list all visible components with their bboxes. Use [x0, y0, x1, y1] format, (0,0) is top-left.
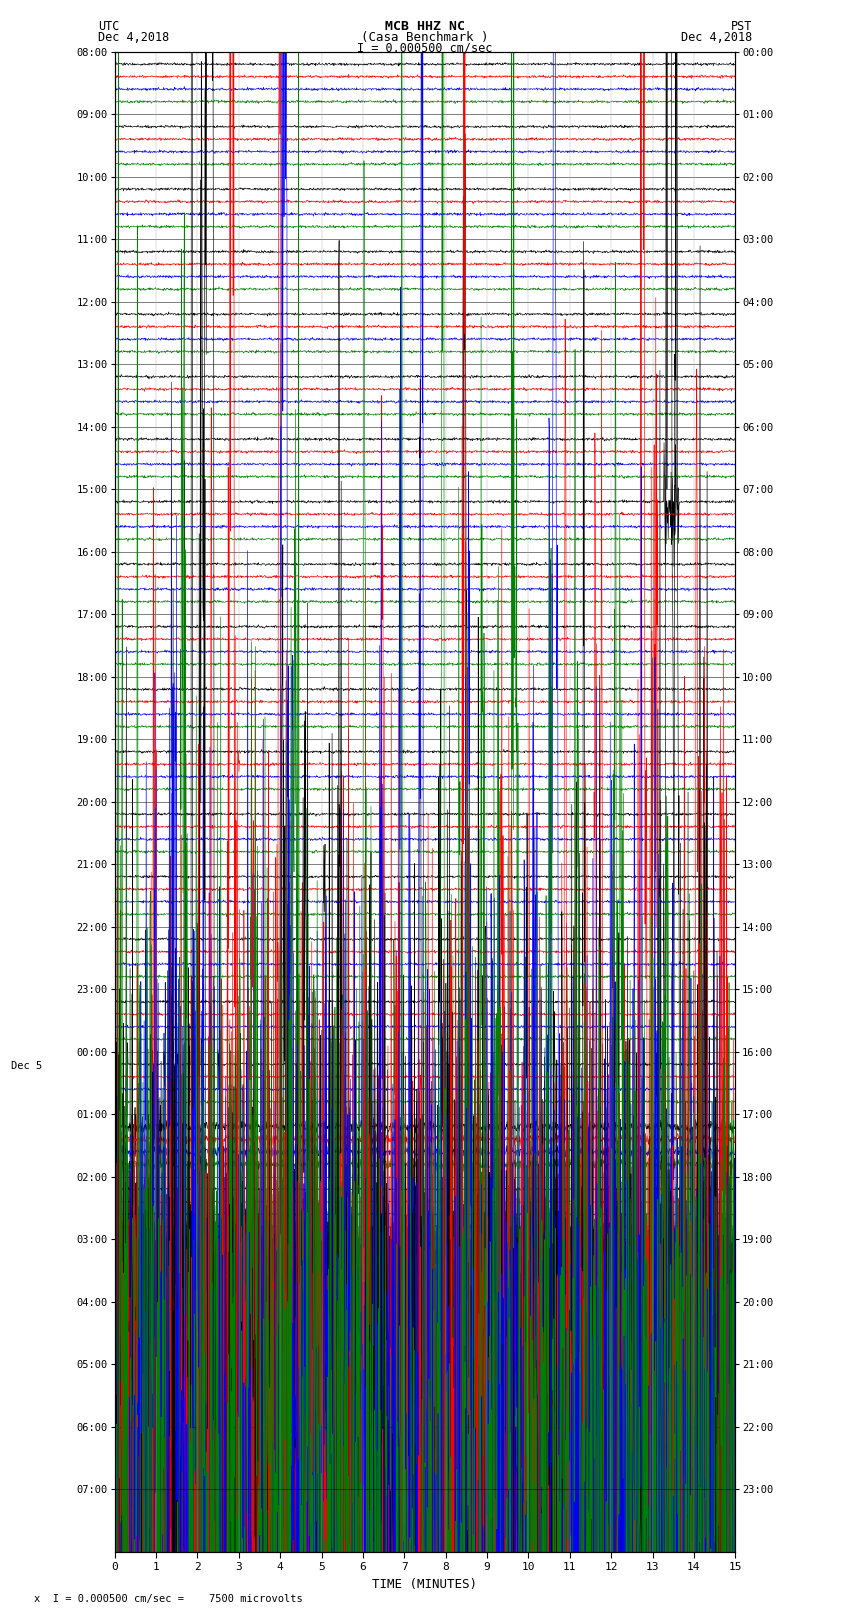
- Text: MCB HHZ NC: MCB HHZ NC: [385, 19, 465, 34]
- Text: (Casa Benchmark ): (Casa Benchmark ): [361, 31, 489, 44]
- Text: Dec 5: Dec 5: [11, 1061, 42, 1071]
- Text: UTC: UTC: [98, 19, 119, 34]
- Text: I = 0.000500 cm/sec: I = 0.000500 cm/sec: [357, 40, 493, 55]
- Text: Dec 4,2018: Dec 4,2018: [681, 31, 752, 44]
- Text: x  I = 0.000500 cm/sec =    7500 microvolts: x I = 0.000500 cm/sec = 7500 microvolts: [34, 1594, 303, 1603]
- X-axis label: TIME (MINUTES): TIME (MINUTES): [372, 1578, 478, 1590]
- Text: Dec 4,2018: Dec 4,2018: [98, 31, 169, 44]
- Text: PST: PST: [731, 19, 752, 34]
